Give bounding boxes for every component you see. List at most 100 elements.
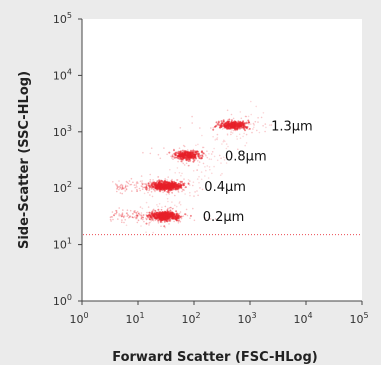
scatter-point bbox=[213, 147, 215, 150]
scatter-point bbox=[176, 217, 179, 219]
scatter-point bbox=[181, 149, 184, 152]
scatter-point bbox=[172, 156, 174, 158]
scatter-point bbox=[193, 195, 195, 197]
scatter-point bbox=[136, 190, 138, 192]
scatter-point bbox=[142, 186, 144, 189]
x-tick-label: 104 bbox=[293, 311, 312, 326]
scatter-point bbox=[170, 180, 172, 182]
scatter-point bbox=[168, 219, 171, 222]
scatter-point bbox=[157, 219, 160, 222]
scatter-point bbox=[222, 123, 224, 125]
scatter-point bbox=[123, 187, 125, 190]
scatter-point bbox=[113, 214, 115, 216]
scatter-point bbox=[200, 178, 203, 181]
scatter-point bbox=[226, 121, 228, 124]
scatter-point bbox=[173, 187, 175, 190]
scatter-point bbox=[159, 187, 162, 189]
scatter-point bbox=[177, 190, 179, 192]
scatter-point bbox=[143, 192, 146, 195]
scatter-point bbox=[136, 217, 138, 219]
scatter-point bbox=[137, 212, 140, 215]
scatter-point bbox=[167, 186, 170, 189]
scatter-point bbox=[237, 148, 239, 151]
scatter-point bbox=[174, 194, 176, 197]
scatter-point bbox=[171, 192, 173, 194]
scatter-point bbox=[167, 213, 169, 216]
scatter-point bbox=[230, 123, 233, 125]
scatter-point bbox=[197, 160, 199, 162]
scatter-point bbox=[182, 183, 185, 185]
scatter-point bbox=[161, 206, 163, 208]
scatter-point bbox=[171, 191, 173, 194]
scatter-point bbox=[178, 152, 180, 155]
scatter-point bbox=[176, 185, 179, 188]
scatter-point bbox=[174, 215, 176, 218]
scatter-point bbox=[165, 181, 167, 183]
scatter-point bbox=[182, 188, 184, 191]
scatter-point bbox=[172, 185, 175, 187]
scatter-point bbox=[141, 183, 144, 186]
scatter-point bbox=[149, 218, 151, 221]
scatter-point bbox=[202, 146, 204, 149]
scatter-point bbox=[161, 216, 163, 219]
scatter-point bbox=[247, 128, 250, 131]
scatter-point bbox=[145, 182, 147, 185]
scatter-point bbox=[220, 120, 223, 123]
scatter-point bbox=[171, 216, 174, 219]
scatter-point bbox=[156, 188, 159, 191]
scatter-point bbox=[116, 188, 118, 190]
scatter-point bbox=[163, 180, 166, 183]
scatter-point bbox=[190, 151, 193, 154]
scatter-point bbox=[175, 185, 178, 188]
scatter-point bbox=[115, 209, 117, 212]
scatter-point bbox=[242, 123, 245, 125]
scatter-point bbox=[178, 171, 181, 174]
scatter-point bbox=[227, 119, 229, 121]
scatter-point bbox=[153, 186, 155, 189]
x-tick-label: 100 bbox=[69, 311, 88, 326]
scatter-point bbox=[158, 180, 161, 183]
scatter-point bbox=[147, 217, 149, 219]
scatter-point bbox=[146, 184, 148, 186]
scatter-point bbox=[171, 201, 173, 203]
scatter-point bbox=[152, 220, 155, 222]
scatter-point bbox=[152, 188, 155, 190]
scatter-point bbox=[147, 182, 150, 185]
scatter-point bbox=[172, 158, 174, 160]
scatter-point bbox=[189, 194, 191, 197]
scatter-point bbox=[156, 218, 159, 221]
scatter-point bbox=[130, 177, 133, 180]
scatter-point bbox=[199, 154, 202, 157]
scatter-point bbox=[183, 178, 185, 180]
scatter-point bbox=[120, 215, 123, 218]
scatter-point bbox=[143, 183, 146, 185]
scatter-point bbox=[121, 212, 124, 214]
scatter-point bbox=[158, 183, 161, 185]
scatter-point bbox=[228, 123, 230, 126]
scatter-point bbox=[166, 220, 169, 222]
scatter-point bbox=[180, 187, 183, 190]
scatter-point bbox=[169, 206, 172, 209]
scatter-point bbox=[174, 154, 177, 156]
scatter-point bbox=[210, 127, 212, 129]
scatter-point bbox=[174, 183, 177, 185]
scatter-point bbox=[194, 150, 196, 152]
scatter-point bbox=[168, 185, 171, 187]
scatter-point bbox=[268, 124, 271, 126]
scatter-point bbox=[189, 191, 191, 194]
scatter-point bbox=[167, 190, 170, 192]
scatter-point bbox=[181, 182, 184, 185]
scatter-point bbox=[120, 215, 123, 218]
scatter-point bbox=[184, 193, 186, 195]
scatter-point bbox=[151, 218, 154, 221]
scatter-point bbox=[109, 216, 112, 219]
scatter-point bbox=[171, 186, 174, 189]
scatter-point bbox=[143, 186, 146, 188]
scatter-point bbox=[242, 135, 244, 138]
scatter-point bbox=[176, 179, 178, 181]
scatter-point bbox=[183, 151, 186, 154]
scatter-point bbox=[162, 187, 165, 190]
scatter-point bbox=[231, 132, 234, 134]
scatter-point bbox=[239, 126, 242, 129]
scatter-point bbox=[153, 213, 155, 216]
